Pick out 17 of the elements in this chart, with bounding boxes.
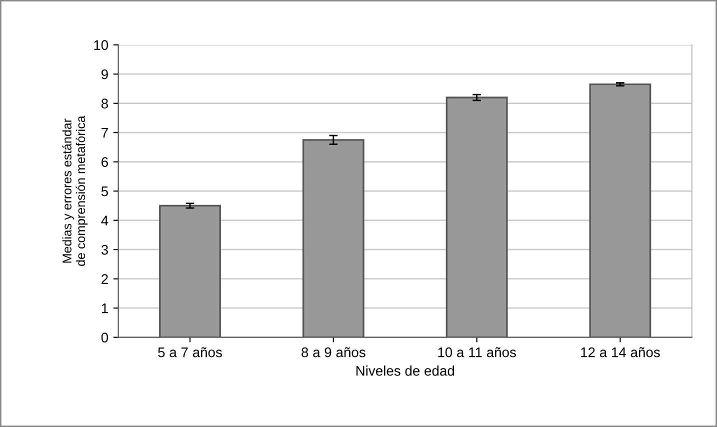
x-tick-label: 10 a 11 años bbox=[438, 347, 516, 358]
y-tick-label: 4 bbox=[101, 216, 108, 226]
y-tick-label: 6 bbox=[102, 157, 108, 167]
y-tick-label: 2 bbox=[102, 274, 108, 284]
x-axis-title: Niveles de edad bbox=[356, 366, 454, 376]
y-tick-label: 7 bbox=[102, 128, 108, 138]
x-tick-label: 12 a 14 años bbox=[581, 347, 660, 358]
y-tick-label: 3 bbox=[101, 244, 108, 255]
x-tick-label: 5 a 7 años bbox=[158, 347, 222, 358]
y-tick-label: 10 bbox=[94, 40, 108, 50]
y-tick-label: 8 bbox=[101, 98, 108, 109]
y-tick-label: 0 bbox=[101, 332, 108, 342]
y-tick-label: 9 bbox=[102, 69, 108, 80]
y-axis-title: Medias y errores estándar de comprensión metafórica bbox=[62, 116, 88, 266]
y-tick-label: 1 bbox=[102, 304, 108, 314]
y-tick-label: 5 bbox=[101, 186, 108, 196]
x-tick-label: 8 a 9 años bbox=[302, 347, 366, 358]
